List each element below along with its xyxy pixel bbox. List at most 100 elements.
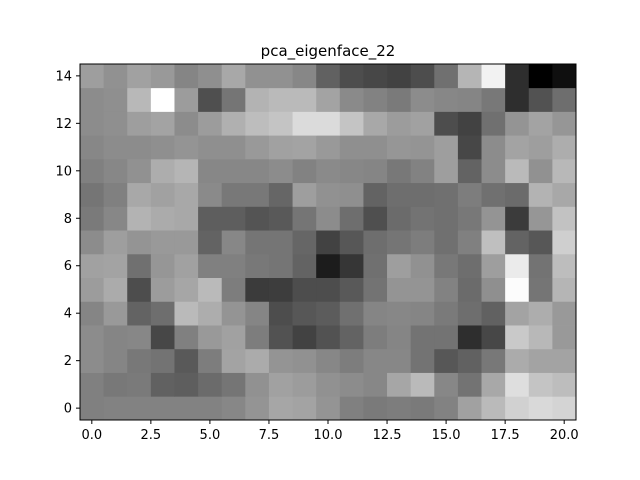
heatmap-cell	[221, 87, 246, 112]
heatmap-cell	[457, 206, 482, 231]
heatmap-cell	[80, 348, 105, 373]
heatmap-cell	[410, 135, 435, 160]
heatmap-cell	[316, 64, 341, 89]
heatmap-cell	[127, 182, 152, 207]
heatmap-cell	[434, 158, 459, 184]
heatmap-cell	[457, 253, 482, 278]
heatmap-cell	[174, 253, 199, 278]
heatmap-cell	[387, 182, 412, 207]
heatmap-cell	[221, 325, 246, 350]
heatmap-cell	[174, 135, 199, 160]
heatmap-cell	[410, 206, 435, 231]
heatmap-cell	[528, 277, 553, 302]
heatmap-cell	[410, 372, 435, 397]
heatmap-cell	[457, 325, 482, 350]
heatmap-cell	[198, 253, 223, 278]
heatmap-cell	[80, 87, 105, 112]
heatmap-cell	[434, 206, 459, 231]
heatmap-cell	[410, 230, 435, 255]
heatmap-cell	[552, 253, 577, 278]
heatmap-cell	[292, 372, 317, 397]
heatmap-cell	[268, 182, 293, 207]
heatmap-cell	[339, 64, 364, 89]
heatmap-cell	[387, 325, 412, 350]
heatmap-cell	[268, 87, 293, 112]
heatmap-cell	[505, 111, 530, 136]
heatmap-cell	[221, 111, 246, 136]
heatmap-cell	[387, 396, 412, 421]
heatmap-cell	[434, 64, 459, 89]
heatmap-cell	[434, 396, 459, 421]
heatmap-cell	[198, 230, 223, 255]
heatmap-cell	[80, 253, 105, 278]
heatmap-cell	[80, 111, 105, 136]
heatmap-cell	[174, 64, 199, 89]
heatmap-cell	[127, 111, 152, 136]
heatmap-cell	[481, 206, 506, 231]
heatmap-cell	[245, 111, 270, 136]
heatmap-cell	[552, 277, 577, 302]
heatmap-cell	[292, 64, 317, 89]
heatmap-cell	[127, 158, 152, 184]
heatmap-cell	[221, 230, 246, 255]
heatmap-cell	[481, 396, 506, 421]
heatmap-cell	[150, 64, 175, 89]
heatmap-cell	[505, 182, 530, 207]
x-tick-label: 17.5	[491, 428, 520, 443]
x-tick-label: 10.0	[314, 428, 343, 443]
heatmap-cell	[174, 111, 199, 136]
heatmap-cell	[552, 301, 577, 326]
heatmap-cell	[457, 158, 482, 184]
heatmap-cell	[316, 87, 341, 112]
heatmap-cell	[316, 396, 341, 421]
heatmap-cell	[410, 182, 435, 207]
heatmap-cell	[150, 87, 175, 112]
heatmap-cell	[268, 301, 293, 326]
heatmap-cell	[268, 277, 293, 302]
heatmap-cell	[198, 325, 223, 350]
heatmap-cell	[481, 301, 506, 326]
heatmap-cell	[339, 111, 364, 136]
heatmap-cell	[387, 135, 412, 160]
x-tick-label: 12.5	[373, 428, 402, 443]
heatmap-cell	[80, 64, 105, 89]
heatmap-cell	[245, 277, 270, 302]
heatmap-cell	[245, 396, 270, 421]
heatmap-cell	[221, 206, 246, 231]
y-tick-label: 10	[55, 164, 72, 179]
heatmap-cell	[434, 301, 459, 326]
heatmap-cell	[150, 158, 175, 184]
heatmap-cell	[505, 348, 530, 373]
heatmap-cell	[434, 277, 459, 302]
heatmap-cell	[103, 396, 128, 421]
y-tick-label: 8	[64, 212, 72, 227]
heatmap-cell	[363, 230, 388, 255]
heatmap-cell	[363, 135, 388, 160]
heatmap-cell	[80, 158, 105, 184]
heatmap-cell	[268, 348, 293, 373]
heatmap-cell	[127, 348, 152, 373]
heatmap-cell	[339, 372, 364, 397]
heatmap-cell	[457, 87, 482, 112]
heatmap-cell	[80, 372, 105, 397]
heatmap-cell	[552, 206, 577, 231]
heatmap-cell	[457, 135, 482, 160]
heatmap-cell	[127, 277, 152, 302]
heatmap-cell	[316, 206, 341, 231]
heatmap-cell	[387, 230, 412, 255]
heatmap-cell	[387, 158, 412, 184]
heatmap-cell	[150, 206, 175, 231]
heatmap-cell	[363, 158, 388, 184]
heatmap-cell	[103, 277, 128, 302]
heatmap-cell	[316, 372, 341, 397]
heatmap-cell	[316, 135, 341, 160]
heatmap-cell	[80, 301, 105, 326]
heatmap-cell	[245, 64, 270, 89]
heatmap-cell	[103, 158, 128, 184]
heatmap-cell	[528, 230, 553, 255]
heatmap-cell	[150, 348, 175, 373]
heatmap-cell	[292, 301, 317, 326]
heatmap-cell	[481, 158, 506, 184]
heatmap-cell	[292, 135, 317, 160]
